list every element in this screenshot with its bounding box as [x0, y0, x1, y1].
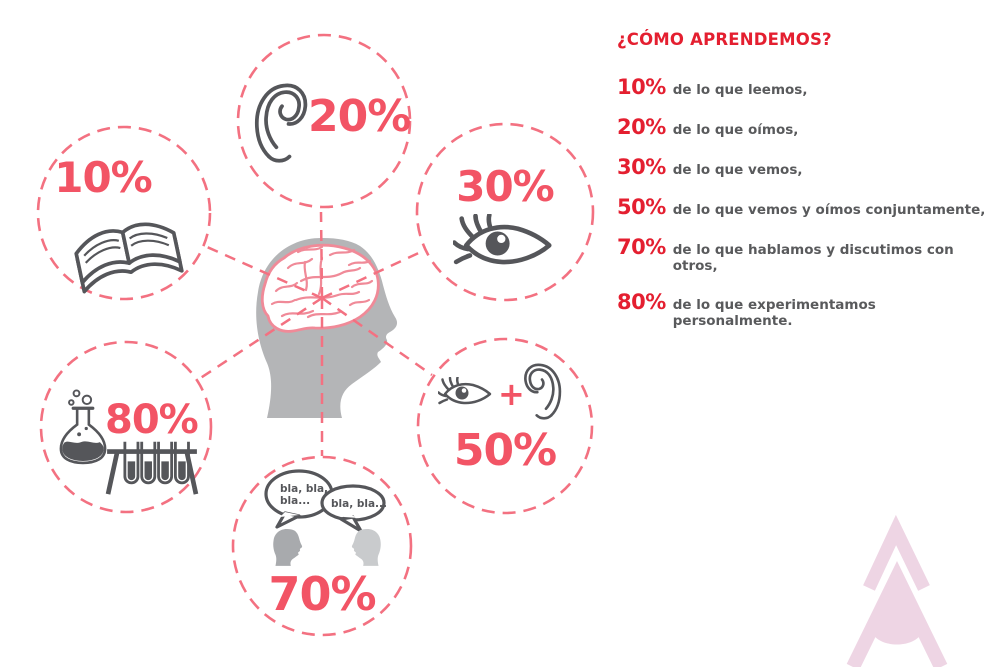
legend-row: 50% de lo que vemos y oímos conjuntament…: [617, 195, 997, 219]
flask-icon: [59, 389, 107, 465]
legend-text: de lo que vemos y oímos conjuntamente,: [672, 202, 986, 218]
percent-label-hearing: 20%: [308, 91, 411, 142]
method-circle-seeing: 30%: [417, 124, 593, 300]
eye-icon: [438, 377, 492, 405]
ring-seeing: [415, 122, 595, 302]
legend-percent: 50%: [617, 195, 666, 219]
test-tubes-icon: [105, 441, 199, 495]
percent-label-seeing-hearing: 50%: [453, 425, 557, 476]
ring-seeing-hearing: [416, 337, 594, 515]
ring-discussing: [231, 455, 413, 637]
legend-percent: 30%: [617, 155, 666, 179]
ring-hearing: [236, 33, 412, 209]
speech-text-left-1: bla, bla,: [280, 483, 328, 495]
legend-percent: 70%: [617, 235, 666, 259]
percent-label-seeing: 30%: [456, 162, 555, 211]
ear-icon: [254, 83, 308, 163]
speaker-head-left: [273, 528, 303, 566]
legend-panel: ¿CÓMO APRENDEMOS? 10% de lo que leemos, …: [617, 30, 997, 345]
ring-reading: [36, 125, 212, 301]
speaker-head-right: [351, 528, 381, 566]
legend-text: de lo que experimentamos personalmente.: [672, 297, 876, 329]
method-circle-experimenting: 80%: [41, 342, 211, 512]
legend-row: 70% de lo que hablamos y discutimos con …: [617, 235, 997, 274]
speech-text-right: bla, bla...: [331, 498, 387, 510]
percent-label-reading: 10%: [54, 153, 153, 202]
method-circle-discussing: bla, bla, bla... bla, bla... 70%: [233, 457, 411, 635]
method-circle-seeing-hearing: + 50%: [418, 339, 592, 513]
percent-label-discussing: 70%: [268, 567, 376, 621]
method-circle-reading: 10%: [38, 127, 210, 299]
legend-row: 10% de lo que leemos,: [617, 75, 997, 99]
logo-mark: [846, 514, 948, 667]
method-circle-hearing: 20%: [238, 35, 411, 207]
legend-row: 80% de lo que experimentamos personalmen…: [617, 290, 997, 329]
legend-row: 20% de lo que oímos,: [617, 115, 997, 139]
open-book-icon: [74, 222, 184, 294]
legend-text: de lo que leemos,: [672, 82, 808, 98]
circle-rings: [36, 33, 595, 637]
legend-percent: 10%: [617, 75, 666, 99]
legend-row: 30% de lo que vemos,: [617, 155, 997, 179]
legend-text: de lo que hablamos y discutimos con otro…: [672, 242, 954, 274]
speech-text-left-2: bla...: [280, 495, 310, 507]
page-title: ¿CÓMO APRENDEMOS?: [617, 30, 832, 49]
percent-label-experimenting: 80%: [105, 397, 199, 443]
legend-text: de lo que oímos,: [672, 122, 799, 138]
legend-percent: 20%: [617, 115, 666, 139]
legend-percent: 80%: [617, 290, 666, 314]
ring-experimenting: [39, 340, 213, 514]
ear-icon: [524, 363, 562, 420]
connector-lines: [198, 211, 433, 456]
legend-text: de lo que vemos,: [672, 162, 803, 178]
eye-icon: [453, 214, 557, 273]
plus-sign: +: [498, 375, 525, 413]
talking-heads-icon: bla, bla, bla... bla, bla...: [264, 469, 387, 566]
